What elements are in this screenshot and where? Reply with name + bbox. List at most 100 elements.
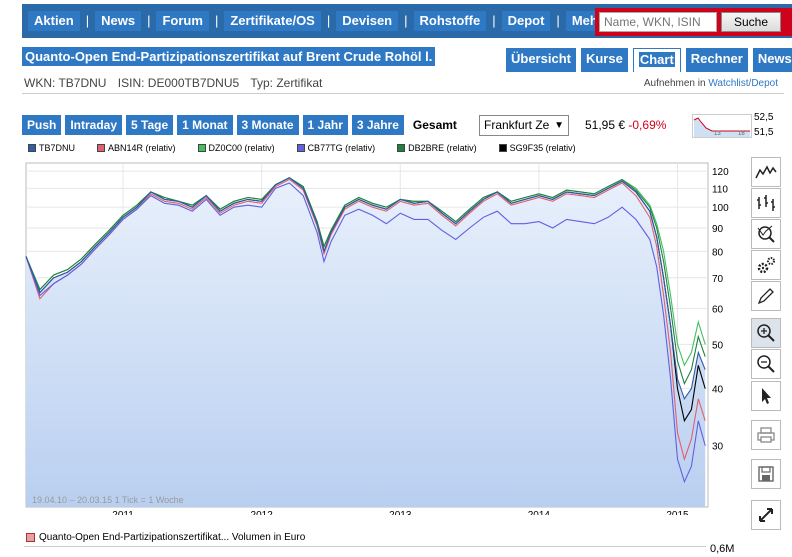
- line-chart-icon[interactable]: [751, 157, 781, 187]
- nav-item-forum[interactable]: Forum: [156, 11, 209, 31]
- gears-icon[interactable]: [751, 250, 781, 280]
- range-button-gesamt[interactable]: Gesamt: [407, 115, 462, 135]
- y-tick-label: 80: [712, 247, 724, 258]
- instrument-tabs: Übersicht Kurse Chart Rechner News: [506, 48, 792, 72]
- volume-axis-label: 0,6M: [710, 543, 735, 555]
- range-button-5-tage[interactable]: 5 Tage: [126, 115, 174, 135]
- exchange-select-value: Frankfurt Ze: [484, 118, 550, 132]
- print-icon[interactable]: [751, 420, 781, 450]
- x-tick-label: 2013: [389, 510, 412, 515]
- zoom-in-icon[interactable]: [751, 318, 781, 348]
- y-tick-label: 110: [712, 184, 728, 195]
- chevron-down-icon: ▼: [554, 120, 564, 131]
- nav-separator: |: [556, 13, 560, 28]
- price-area: [26, 177, 706, 508]
- range-button-3-monate[interactable]: 3 Monate: [236, 115, 299, 135]
- tab-news[interactable]: News: [752, 48, 792, 72]
- tab-chart[interactable]: Chart: [632, 48, 681, 72]
- nav-item-rohstoffe[interactable]: Rohstoffe: [413, 11, 487, 31]
- legend-label: DB2BRE (relativ): [408, 143, 477, 153]
- legend-swatch: [197, 144, 206, 152]
- ohlc-chart-icon[interactable]: [751, 188, 781, 218]
- nav-separator: |: [214, 13, 219, 28]
- legend-item[interactable]: ABN14R (relativ): [97, 141, 176, 155]
- x-tick-label: 2014: [528, 510, 551, 515]
- legend-swatch: [28, 144, 36, 152]
- legend-item[interactable]: DZ0C00 (relativ): [197, 141, 275, 155]
- legend-item[interactable]: SG9F35 (relativ): [498, 141, 576, 155]
- y-tick-label: 70: [712, 274, 724, 285]
- watchlist-link[interactable]: Watchlist/Depot: [708, 78, 778, 89]
- x-tick-label: 2012: [251, 510, 274, 515]
- title-row: Quanto-Open End-Partizipationszertifikat…: [22, 47, 436, 70]
- price-display: 51,95 € -0,69%: [585, 118, 666, 132]
- y-tick-label: 120: [712, 167, 729, 178]
- watchlist-add: Aufnehmen in Watchlist/Depot: [644, 78, 778, 89]
- x-tick-label: 2015: [666, 510, 689, 515]
- page-title: Quanto-Open End-Partizipationszertifikat…: [22, 47, 436, 66]
- nav-separator: |: [404, 13, 408, 28]
- tab-kurse[interactable]: Kurse: [580, 48, 628, 72]
- pencil-icon[interactable]: [751, 281, 781, 311]
- exchange-select[interactable]: Frankfurt Ze ▼: [479, 115, 569, 136]
- chart-range-note: 19.04.10 – 20.03.15 1 Tick = 1 Woche: [32, 495, 184, 505]
- spark-tick-2: 18: [738, 131, 745, 137]
- tab--bersicht[interactable]: Übersicht: [506, 48, 576, 72]
- instrument-info-row: WKN: TB7DNU ISIN: DE000TB7DNU5 Typ: Zert…: [22, 74, 784, 94]
- search-box: Suche: [595, 8, 792, 36]
- zoom-out-icon[interactable]: [751, 349, 781, 379]
- range-button-intraday[interactable]: Intraday: [65, 115, 123, 135]
- magnifier-chart-icon[interactable]: [751, 219, 781, 249]
- top-navigation: Aktien | News | Forum | Zertifikate/OS | Devisen…: [22, 4, 792, 38]
- tab-rechner[interactable]: Rechner: [685, 48, 748, 72]
- intraday-sparkline: 13 18: [692, 114, 752, 138]
- legend-swatch: [397, 144, 406, 152]
- nav-item-devisen[interactable]: Devisen: [336, 11, 399, 31]
- y-tick-label: 40: [712, 385, 724, 396]
- legend-item[interactable]: CB77TG (relativ): [296, 141, 376, 155]
- watchlist-prefix: Aufnehmen in: [643, 78, 706, 89]
- volume-label: Quanto-Open End-Partizipationszertifikat…: [39, 532, 306, 543]
- legend-label: TB7DNU: [39, 143, 76, 153]
- range-button-1-jahr[interactable]: 1 Jahr: [302, 115, 348, 135]
- range-button-3-jahre[interactable]: 3 Jahre: [351, 115, 404, 135]
- nav-item-zertifikate-os[interactable]: Zertifikate/OS: [224, 11, 321, 31]
- spark-tick-1: 13: [714, 131, 721, 137]
- isin-label: ISIN: DE000TB7DNU5: [117, 76, 240, 90]
- volume-baseline: [24, 546, 706, 547]
- legend-swatch: [97, 144, 106, 152]
- nav-item-aktien[interactable]: Aktien: [28, 11, 80, 31]
- pointer-icon[interactable]: [751, 381, 781, 411]
- nav-item-news[interactable]: News: [95, 11, 142, 31]
- legend-item[interactable]: TB7DNU: [28, 141, 75, 155]
- volume-swatch: [26, 533, 35, 542]
- fullscreen-icon[interactable]: [751, 500, 781, 530]
- legend-label: ABN14R (relativ): [108, 143, 176, 153]
- y-tick-label: 50: [712, 340, 724, 351]
- y-tick-label: 60: [712, 304, 724, 315]
- legend-item[interactable]: DB2BRE (relativ): [397, 141, 477, 155]
- legend-label: DZ0C00 (relativ): [208, 143, 275, 153]
- nav-item-depot[interactable]: Depot: [501, 11, 551, 31]
- legend-swatch: [296, 144, 305, 152]
- nav-separator: |: [492, 13, 496, 28]
- nav-separator: |: [147, 13, 151, 28]
- series-line[interactable]: [25, 178, 706, 462]
- legend-label: CB77TG (relativ): [307, 143, 376, 153]
- series-line[interactable]: [25, 177, 706, 401]
- y-tick-label: 90: [712, 224, 724, 235]
- nav-menu: Aktien | News | Forum | Zertifikate/OS | Devisen…: [28, 10, 609, 32]
- search-button[interactable]: Suche: [721, 12, 781, 32]
- search-input[interactable]: [599, 12, 717, 32]
- range-button-push[interactable]: Push: [22, 115, 62, 135]
- range-button-1-monat[interactable]: 1 Monat: [177, 115, 233, 135]
- price-change: -0,69%: [628, 118, 667, 132]
- save-icon[interactable]: [751, 459, 781, 489]
- spark-high-label: 52,5: [754, 112, 774, 123]
- wkn-label: WKN: TB7DNU: [24, 76, 107, 90]
- series-line[interactable]: [25, 182, 706, 484]
